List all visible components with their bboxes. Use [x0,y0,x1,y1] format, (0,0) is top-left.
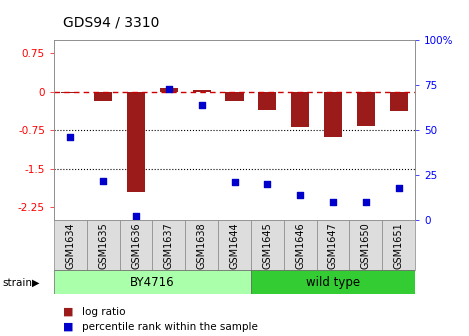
Bar [152,220,185,270]
Bar [218,220,251,270]
Bar [54,220,87,270]
Text: GSM1635: GSM1635 [98,223,108,269]
Bar [193,90,211,92]
Text: ■: ■ [63,322,74,332]
Bar [284,220,317,270]
Text: GSM1647: GSM1647 [328,223,338,269]
Text: percentile rank within the sample: percentile rank within the sample [82,322,258,332]
Bar [61,92,79,93]
Bar [185,220,218,270]
Bar [120,220,152,270]
Point [296,192,304,198]
Bar [349,220,382,270]
Point [362,200,370,205]
Text: GSM1644: GSM1644 [229,223,240,269]
Bar [390,92,408,111]
Bar [357,92,375,126]
Point [132,214,140,219]
Bar [226,92,243,101]
Text: GSM1636: GSM1636 [131,223,141,269]
Text: GSM1637: GSM1637 [164,223,174,269]
Point [395,185,402,191]
Bar [291,92,309,127]
Point [99,178,107,183]
Point [231,180,238,185]
Bar [317,220,349,270]
Text: log ratio: log ratio [82,307,126,317]
Text: GSM1634: GSM1634 [65,223,76,269]
Text: GSM1650: GSM1650 [361,223,371,269]
Point [264,181,271,187]
Text: GSM1645: GSM1645 [262,223,272,269]
Text: wild type: wild type [306,276,360,289]
Text: ■: ■ [63,307,74,317]
Text: GSM1638: GSM1638 [197,223,207,269]
Bar [54,270,251,294]
Bar [94,92,112,101]
Bar [160,88,178,92]
Bar [258,92,276,110]
Text: GSM1651: GSM1651 [393,223,404,269]
Bar [251,270,415,294]
Point [67,135,74,140]
Point [329,200,337,205]
Text: GSM1646: GSM1646 [295,223,305,269]
Bar [127,92,145,192]
Text: GDS94 / 3310: GDS94 / 3310 [63,15,159,29]
Bar [251,220,284,270]
Bar [87,220,120,270]
Text: strain: strain [2,278,32,288]
Bar [382,220,415,270]
Bar [324,92,342,137]
Point [198,102,205,108]
Point [165,86,173,91]
Text: ▶: ▶ [32,278,39,288]
Text: BY4716: BY4716 [130,276,175,289]
